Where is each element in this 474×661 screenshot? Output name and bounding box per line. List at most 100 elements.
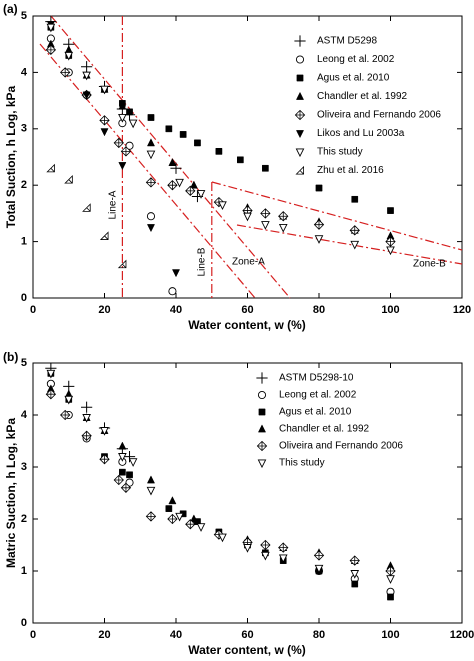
zone-a-lower	[39, 43, 256, 299]
data-point	[64, 51, 74, 61]
annotation: Line-A	[108, 190, 119, 219]
data-point	[351, 580, 359, 588]
data-point	[351, 195, 359, 203]
panel-label: (b)	[3, 350, 18, 364]
data-point	[165, 505, 173, 512]
data-point	[118, 101, 127, 110]
legend-label: Likos and Lu 2003a	[317, 128, 405, 139]
data-point	[314, 564, 324, 574]
annotation: Line-B	[197, 247, 208, 276]
data-point	[118, 441, 127, 450]
data-point	[120, 146, 132, 157]
data-point	[82, 91, 91, 100]
data-point	[81, 430, 92, 441]
annotation: Zone-A	[232, 257, 265, 268]
data-point	[100, 128, 109, 137]
panel-label: (a)	[3, 2, 18, 16]
data-point	[218, 533, 227, 543]
data-point	[350, 240, 360, 250]
data-point	[165, 125, 173, 133]
data-point	[260, 539, 271, 551]
legend-label: Leong et al. 2002	[279, 390, 357, 401]
data-point	[128, 119, 138, 129]
data-point	[194, 139, 201, 147]
y-tick-label: 4	[21, 409, 28, 421]
data-point	[189, 180, 198, 189]
data-point	[314, 235, 324, 244]
x-tick-label: 40	[170, 304, 182, 316]
data-point	[278, 542, 289, 553]
data-point	[260, 208, 271, 219]
data-point	[385, 236, 396, 247]
x-axis-title: Water content, w (%)	[188, 643, 306, 657]
x-tick-label: 60	[241, 304, 253, 316]
legend-label: This study	[317, 147, 363, 158]
data-point	[350, 570, 360, 579]
data-point	[243, 212, 252, 222]
data-point	[100, 427, 109, 436]
data-point	[218, 201, 227, 211]
data-point	[175, 178, 184, 188]
y-tick-label: 2	[21, 179, 27, 191]
data-point	[278, 554, 288, 564]
annotation: Zone-B	[413, 259, 446, 270]
data-point	[46, 379, 55, 388]
data-point	[45, 389, 57, 400]
legend-label: Chandler et al. 1992	[317, 91, 408, 102]
data-point	[168, 496, 177, 505]
data-point	[128, 458, 138, 467]
y-axis-title: Total Suction, h Log, kPa	[4, 85, 18, 228]
data-point	[46, 163, 55, 173]
data-point	[313, 550, 325, 561]
y-tick-label: 1	[21, 565, 27, 577]
legend-label: This study	[279, 458, 325, 469]
legend-label: ASTM D5298-10	[279, 373, 354, 384]
data-point	[185, 519, 196, 530]
data-point	[113, 137, 124, 149]
x-axis-title: Water content, w (%)	[188, 318, 306, 332]
y-tick-label: 2	[21, 513, 27, 525]
data-point	[387, 593, 394, 601]
legend-symbol	[295, 55, 305, 64]
data-point	[170, 162, 182, 174]
data-point	[168, 157, 177, 166]
data-point	[168, 287, 177, 296]
legend-label: Oliveira and Fernando 2006	[317, 110, 441, 121]
legend-label: Leong et al. 2002	[317, 54, 395, 65]
data-point	[386, 575, 395, 584]
legend-symbol	[295, 148, 305, 158]
x-tick-label: 20	[98, 629, 110, 641]
data-point	[45, 44, 57, 56]
data-point	[126, 471, 133, 479]
data-point	[60, 409, 71, 421]
data-point	[126, 108, 133, 116]
legend-symbol	[257, 459, 267, 469]
data-point	[387, 207, 394, 214]
data-point	[146, 212, 156, 221]
x-tick-label: 100	[381, 629, 399, 641]
x-tick-label: 40	[170, 629, 182, 641]
data-point	[315, 184, 323, 192]
y-tick-label: 0	[21, 292, 27, 304]
data-point	[278, 223, 288, 233]
y-tick-label: 5	[21, 357, 27, 369]
data-point	[81, 61, 93, 73]
data-point	[215, 148, 223, 155]
y-tick-label: 4	[21, 66, 28, 78]
x-tick-label: 80	[313, 304, 325, 316]
data-point	[147, 114, 155, 121]
legend-label: Chandler et al. 1992	[279, 424, 370, 435]
data-point	[189, 514, 198, 523]
legend-label: Oliveira and Fernando 2006	[279, 441, 403, 452]
legend-label: Agus et al. 2010	[279, 407, 352, 418]
plot-frame	[32, 362, 463, 624]
data-point	[118, 453, 127, 462]
data-point	[313, 219, 325, 230]
y-tick-label: 5	[21, 10, 27, 22]
data-point	[99, 231, 109, 240]
y-tick-label: 0	[21, 617, 27, 629]
data-point	[237, 156, 244, 164]
x-tick-label: 100	[381, 304, 399, 316]
data-point	[171, 269, 181, 278]
